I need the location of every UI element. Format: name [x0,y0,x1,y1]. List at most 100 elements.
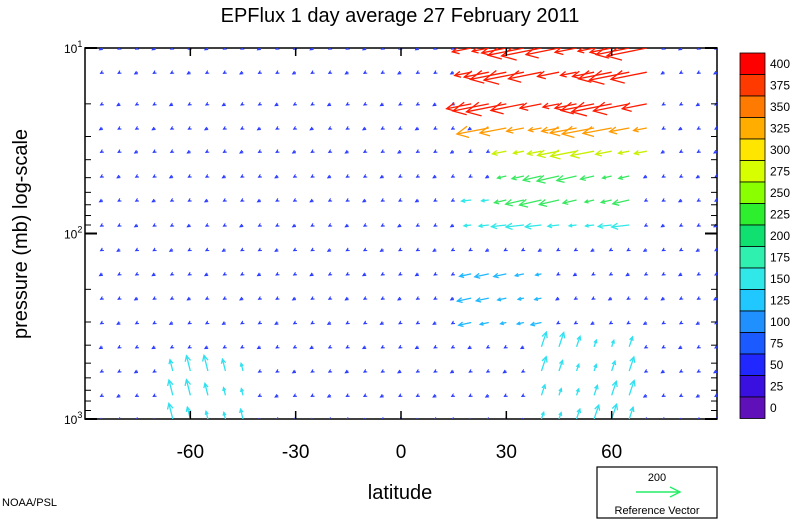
flux-arrow [310,296,315,300]
flux-arrow [660,369,665,374]
colorbar-swatch [739,117,766,140]
flux-arrow [275,344,280,349]
flux-arrow [513,273,525,278]
flux-arrow [485,344,491,349]
flux-arrow [468,417,472,419]
flux-arrow [450,393,456,398]
flux-arrow [558,359,564,372]
flux-arrow [344,223,349,228]
flux-arrow [433,48,438,50]
flux-arrow [697,417,700,419]
flux-arrow [573,247,578,252]
flux-arrow [152,393,157,398]
flux-arrow [626,247,631,252]
flux-arrow [98,198,103,203]
flux-arrow [489,101,525,115]
flux-arrow [327,149,333,153]
flux-arrow [327,369,333,373]
flux-arrow [643,223,649,227]
flux-arrow [594,149,612,157]
flux-arrow [345,271,350,276]
flux-arrow [184,354,192,372]
flux-arrow [292,198,298,202]
flux-arrow [584,223,595,228]
flux-arrow [520,369,526,373]
flux-arrow [713,369,717,374]
flux-arrow [415,247,420,252]
flux-arrow [450,174,456,178]
flux-arrow [380,149,385,153]
flux-arrow [433,344,438,349]
flux-arrow [642,393,648,398]
flux-arrow [575,387,580,396]
flux-arrow [98,48,103,51]
flux-arrow [327,198,333,202]
flux-arrow [469,70,507,84]
flux-arrow [473,272,489,279]
flux-arrow [204,247,210,252]
flux-arrow [678,393,684,398]
flux-arrow [256,126,261,131]
flux-arrow [240,174,245,178]
flux-arrow [257,101,262,106]
flux-arrow [99,369,104,373]
flux-arrow [134,320,140,325]
flux-arrow [546,223,560,229]
flux-arrow [450,198,456,202]
flux-arrow [292,126,298,130]
colorbar: 4003753503253002752502252001751501251007… [739,52,790,419]
flux-arrow [152,369,157,373]
colorbar-swatch [739,138,766,161]
flux-arrow [274,393,279,398]
flux-arrow [518,198,542,208]
flux-arrow [696,149,701,153]
flux-arrow [187,174,192,178]
flux-arrow [593,403,601,419]
flux-arrow [99,296,104,300]
flux-arrow [257,320,262,325]
flux-arrow [99,393,104,398]
flux-arrow [221,321,226,325]
flux-arrow [135,417,138,419]
colorbar-label: 350 [770,100,790,114]
flux-arrow [204,149,210,153]
flux-arrow [625,272,630,277]
flux-arrow [133,296,139,301]
flux-arrow [202,354,209,372]
flux-arrow [379,102,384,107]
flux-arrow [186,70,191,75]
flux-arrow [151,48,156,51]
flux-arrow [380,223,385,227]
flux-arrow [678,320,684,325]
flux-arrow [549,149,577,160]
flux-arrow [380,344,385,349]
flux-arrow [628,379,636,396]
flux-arrow [590,321,595,325]
flux-arrow [696,126,701,130]
flux-arrow [221,174,226,179]
flux-arrow [240,198,245,202]
flux-arrow [204,296,210,300]
flux-arrow [168,358,174,372]
flux-arrow [677,345,683,350]
flux-arrow [695,321,700,325]
flux-arrow [398,198,403,202]
flux-arrow [572,272,577,277]
flux-arrow [169,126,175,130]
flux-arrow [257,149,262,153]
flux-arrow [362,320,368,325]
flux-arrow [678,174,684,178]
flux-arrow [504,417,507,419]
flux-arrow [662,417,665,419]
flux-arrow [116,248,121,252]
flux-arrow [628,355,636,372]
flux-arrow [458,272,472,279]
flux-arrow [379,248,384,252]
flux-arrow [695,393,700,398]
flux-arrow [450,247,456,252]
colorbar-label: 125 [770,293,790,307]
flux-arrow [677,272,683,277]
flux-arrow [361,345,367,350]
flux-arrow [450,48,456,50]
flux-arrow [467,345,472,350]
